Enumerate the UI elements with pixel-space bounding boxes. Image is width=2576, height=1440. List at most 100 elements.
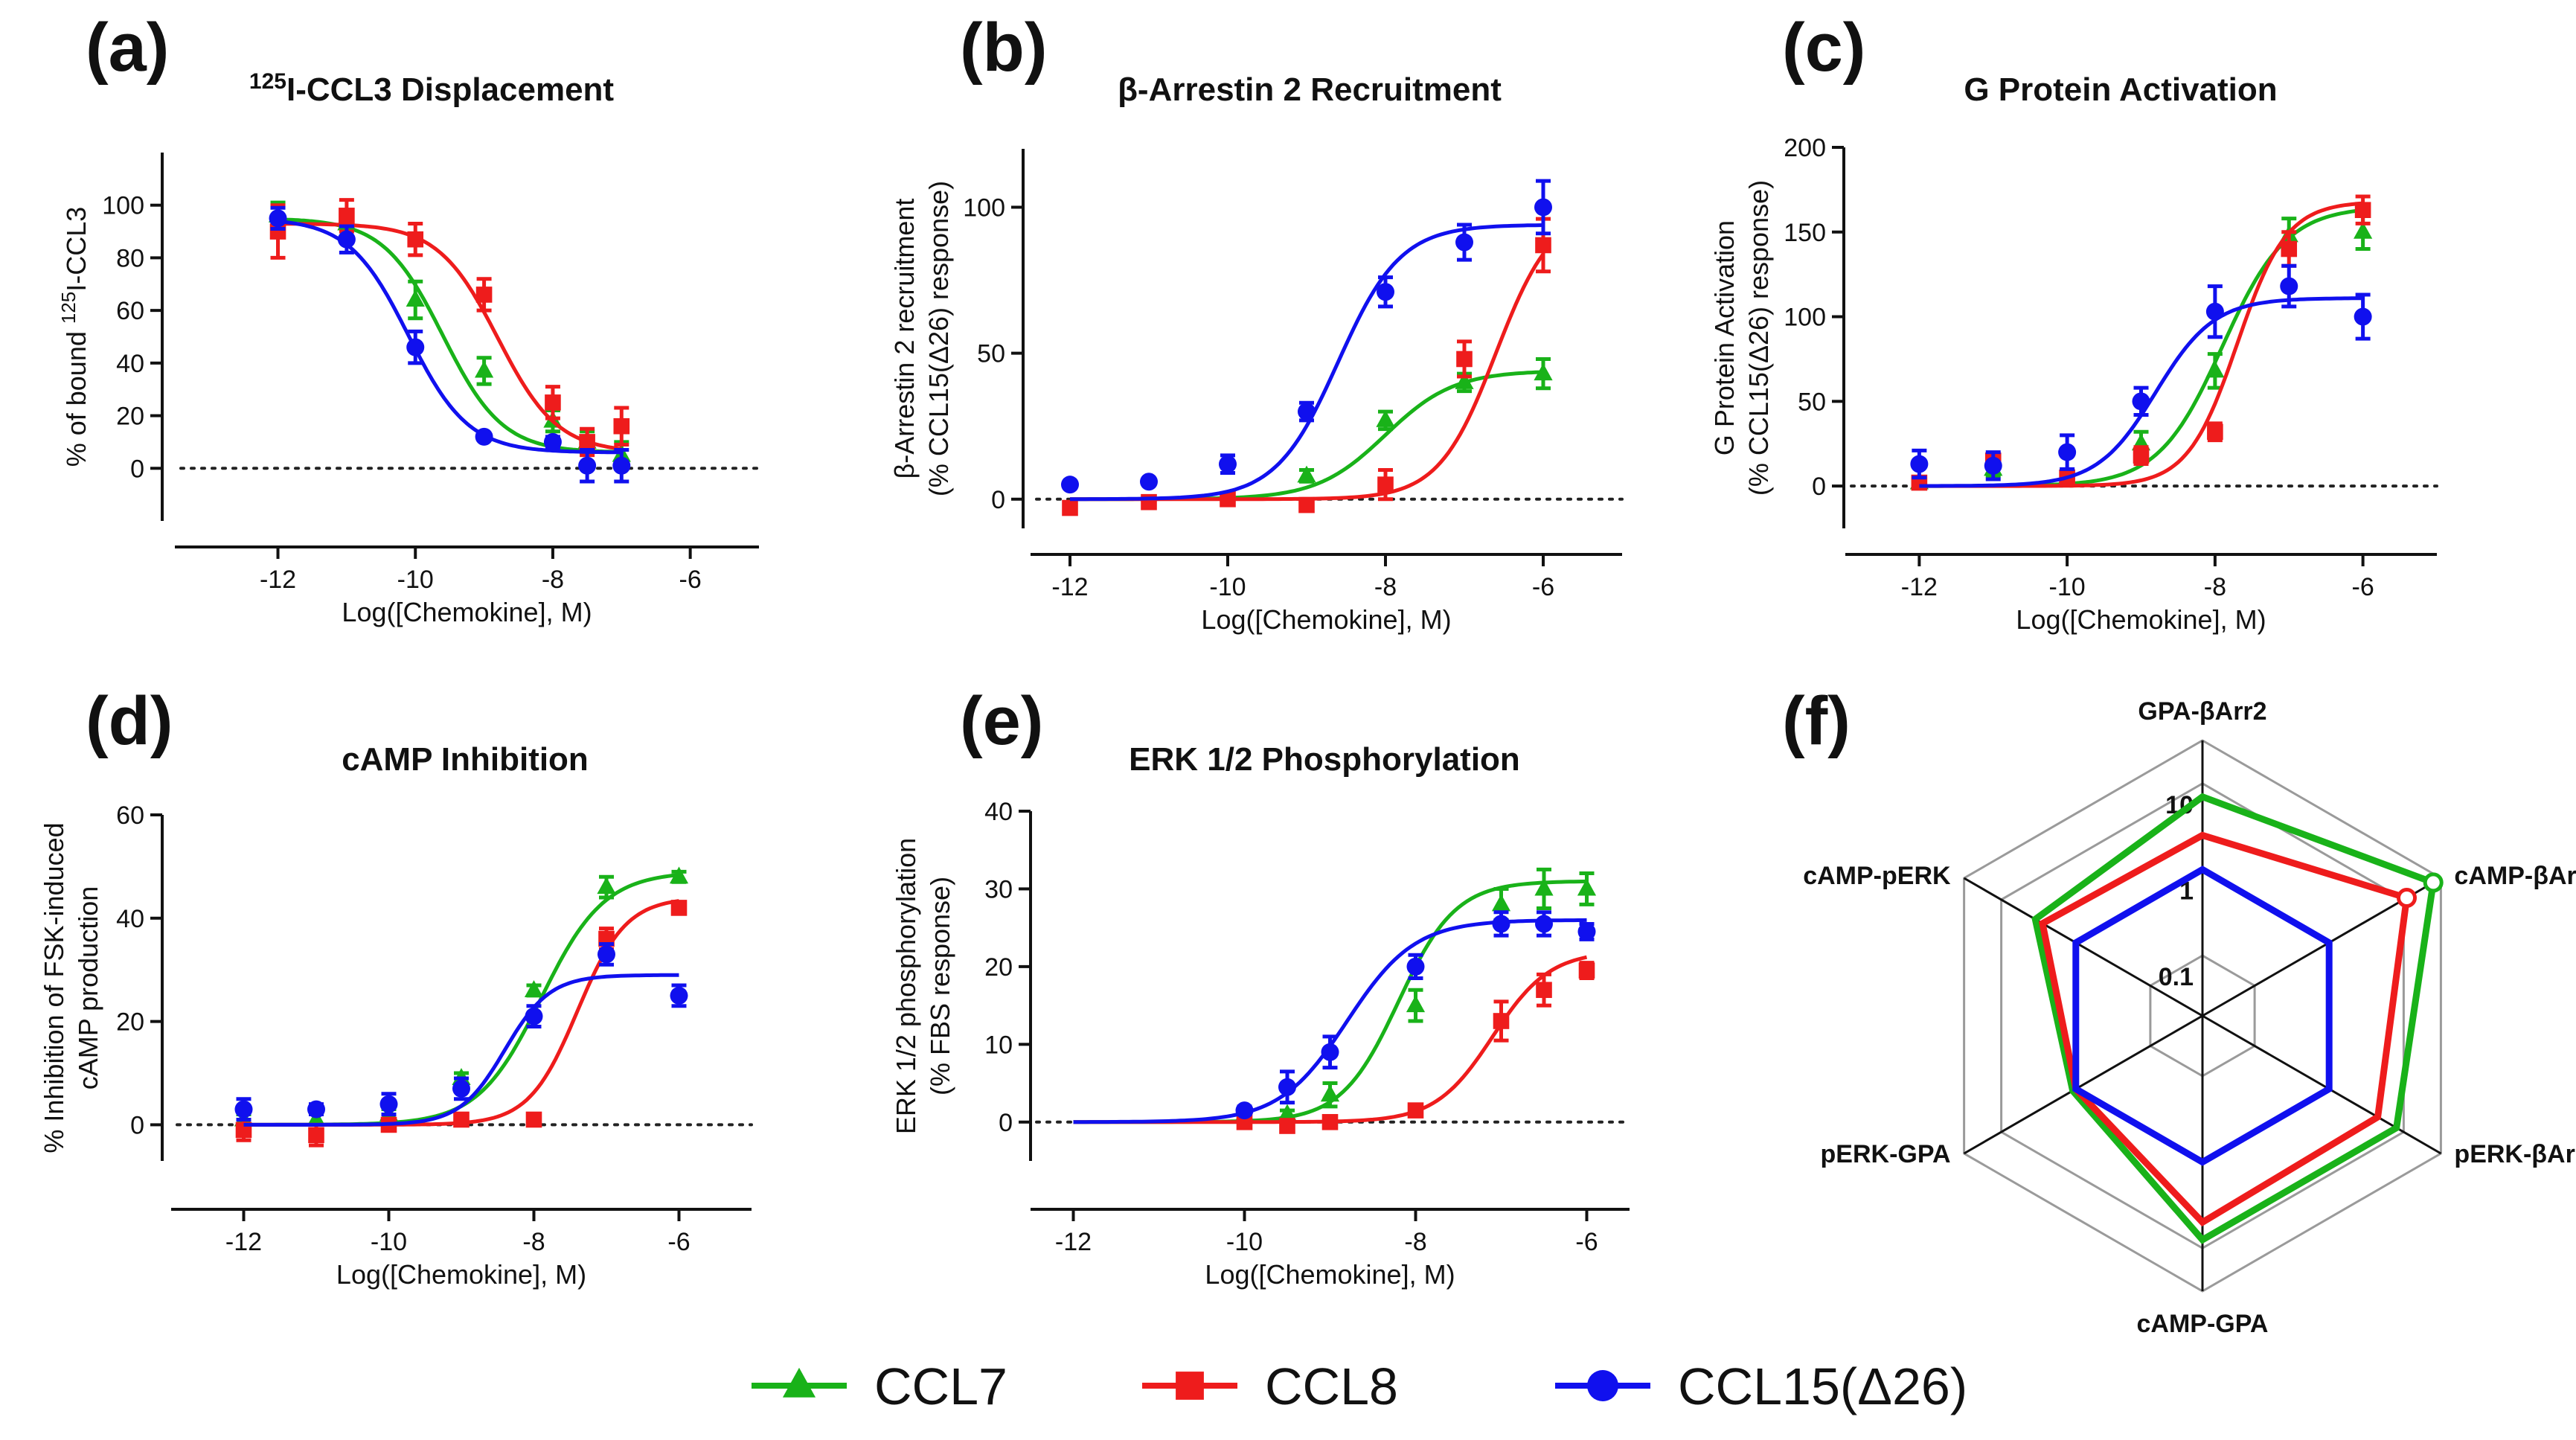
radar-vertex bbox=[2040, 921, 2045, 926]
legend-label: CCL7 bbox=[874, 1357, 1007, 1415]
panel-label: (f) bbox=[1782, 683, 1851, 759]
data-point bbox=[2354, 202, 2371, 218]
data-point bbox=[1534, 363, 1553, 381]
data-point bbox=[579, 434, 595, 450]
data-point bbox=[308, 1127, 324, 1144]
data-point bbox=[269, 209, 287, 228]
data-point bbox=[1456, 351, 1473, 368]
data-point bbox=[406, 338, 425, 356]
data-point bbox=[1220, 490, 1236, 508]
y-tick-label: 0 bbox=[130, 1111, 144, 1139]
data-point bbox=[452, 1079, 470, 1098]
data-point bbox=[1061, 476, 1079, 494]
data-point bbox=[1321, 1113, 1339, 1130]
data-point bbox=[1235, 1101, 1254, 1120]
data-point bbox=[1536, 982, 1552, 999]
data-point bbox=[1377, 283, 1394, 301]
y-tick-label: 0 bbox=[130, 455, 144, 483]
y-axis: 0 50 100 bbox=[963, 149, 1025, 528]
radar-vertex bbox=[2200, 833, 2205, 837]
y-tick-label: 40 bbox=[984, 798, 1013, 826]
legend-item-ccl8: CCL8 bbox=[1142, 1357, 1398, 1415]
series-ccl7 bbox=[268, 200, 631, 470]
radar-vertex bbox=[2074, 1087, 2078, 1091]
radar-vertex bbox=[2200, 1238, 2205, 1242]
data-point bbox=[1493, 1013, 1510, 1029]
x-axis: -12 -10 -8 -6 Log([Chemokine], M) bbox=[1845, 553, 2437, 635]
y-axis-label-line2: (% CCL15(Δ26) response) bbox=[1743, 180, 1774, 496]
fit-curve-ccl15-26 bbox=[243, 973, 679, 1127]
legend: CCL7 CCL8 CCL15(Δ26) bbox=[752, 1357, 1967, 1415]
data-point bbox=[1534, 198, 1552, 217]
x-axis-label: Log([Chemokine], M) bbox=[2016, 604, 2266, 635]
legend-label: CCL8 bbox=[1265, 1357, 1398, 1415]
panel-label: (b) bbox=[960, 10, 1047, 86]
panel-label: (d) bbox=[86, 683, 173, 759]
radar-vertex bbox=[2327, 1087, 2331, 1091]
y-axis: 0 50 100 150 200 bbox=[1784, 134, 1845, 528]
data-point bbox=[1910, 455, 1929, 473]
y-tick-label: 20 bbox=[984, 953, 1013, 982]
title-text: I-CCL3 Displacement bbox=[286, 71, 614, 108]
x-tick-label: -12 bbox=[260, 566, 296, 594]
data-point bbox=[475, 427, 493, 446]
data-point bbox=[1534, 878, 1554, 896]
data-point bbox=[1984, 456, 2002, 475]
y-axis: 0 20 40 60 bbox=[116, 801, 164, 1161]
y-axis-label: % Inhibition of FSK-induced bbox=[39, 822, 69, 1153]
x-tick-label: -6 bbox=[1575, 1228, 1598, 1256]
data-point bbox=[234, 1100, 253, 1119]
y-tick-label: 20 bbox=[116, 403, 144, 431]
data-point bbox=[1535, 237, 1551, 254]
y-axis-label-line2: (% FBS response) bbox=[925, 877, 955, 1095]
series-ccl15-26 bbox=[1061, 179, 1552, 502]
legend-label: CCL15(Δ26) bbox=[1678, 1357, 1967, 1415]
data-point bbox=[1298, 403, 1316, 421]
data-point bbox=[453, 1111, 470, 1128]
data-point bbox=[524, 980, 544, 997]
x-axis: -12 -10 -8 -6 Log([Chemokine], M) bbox=[1031, 1208, 1630, 1290]
data-point bbox=[525, 1007, 543, 1025]
panel-a: (a) 125I-CCL3 Displacement020406080100-12… bbox=[57, 10, 760, 627]
chart-title: G Protein Activation bbox=[1964, 71, 2277, 108]
radar-vertex bbox=[2074, 941, 2078, 945]
data-point bbox=[1377, 476, 1394, 493]
fit-curve-ccl15-26 bbox=[278, 219, 622, 455]
chart-title: cAMP Inhibition bbox=[342, 741, 589, 778]
radar-vertex bbox=[2033, 917, 2037, 921]
y-axis-label: % of bound 125I-CCL3 bbox=[57, 207, 92, 467]
data-point bbox=[379, 1095, 398, 1113]
y-axis-label: G Protein Activation bbox=[1709, 220, 1740, 455]
y-tick-label: 50 bbox=[1798, 388, 1826, 416]
radar-scale-label: 0.1 bbox=[2159, 963, 2194, 991]
y-tick-label: 150 bbox=[1784, 219, 1826, 247]
x-tick-label: -6 bbox=[667, 1228, 690, 1256]
data-point bbox=[2205, 360, 2225, 378]
x-axis-label: Log([Chemokine], M) bbox=[1201, 604, 1451, 635]
data-point bbox=[2058, 443, 2077, 461]
chart-title: 125I-CCL3 Displacement bbox=[249, 69, 615, 108]
x-tick-label: -8 bbox=[522, 1228, 545, 1256]
y-tick-label: 100 bbox=[963, 193, 1005, 222]
legend-marker bbox=[1587, 1370, 1618, 1401]
radar-vertex bbox=[2200, 795, 2205, 799]
data-point bbox=[613, 417, 630, 435]
data-point bbox=[1141, 493, 1157, 511]
radar-axis-label: pERK-GPA bbox=[1821, 1140, 1951, 1168]
data-point bbox=[1279, 1118, 1295, 1134]
legend-item-ccl7: CCL7 bbox=[752, 1357, 1007, 1415]
data-point bbox=[1406, 957, 1425, 976]
data-point bbox=[407, 231, 424, 248]
data-point bbox=[545, 394, 561, 411]
x-tick-label: -8 bbox=[1374, 573, 1397, 601]
y-tick-label: 100 bbox=[1784, 304, 1826, 332]
ylabel-text: % of bound bbox=[61, 324, 92, 467]
radar-polygon bbox=[2031, 793, 2438, 1244]
x-axis-label: Log([Chemokine], M) bbox=[342, 597, 592, 627]
x-tick-label: -10 bbox=[1226, 1228, 1263, 1256]
legend-marker bbox=[1176, 1372, 1204, 1400]
x-tick-label: -8 bbox=[1404, 1228, 1426, 1256]
x-tick-label: -6 bbox=[679, 566, 702, 594]
